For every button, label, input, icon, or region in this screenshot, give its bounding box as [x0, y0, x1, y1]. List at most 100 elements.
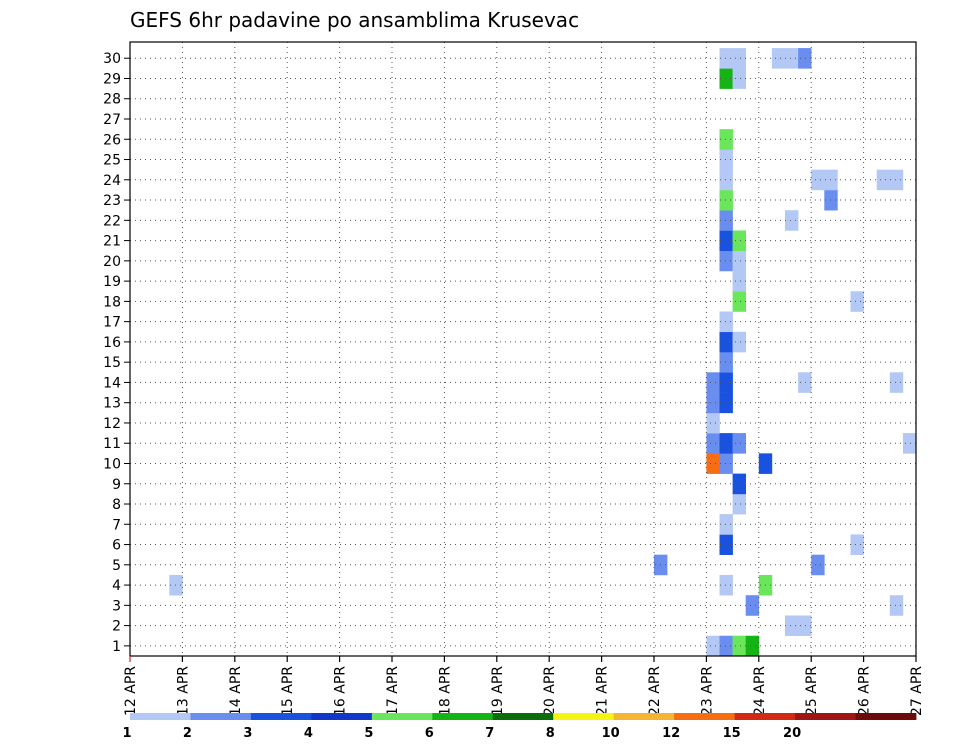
heat-cell [889, 169, 904, 191]
plot-frame [129, 41, 917, 657]
y-tick-label: 23 [103, 193, 121, 209]
chart-title: GEFS 6hr padavine po ansamblima Krusevac [130, 8, 579, 32]
heat-cell [889, 595, 904, 616]
x-tick-label: 19 APR [490, 666, 506, 716]
heat-cell [732, 433, 746, 454]
colorbar-label: 8 [546, 726, 555, 741]
heat-cell [706, 635, 720, 657]
colorbar-swatch [190, 713, 252, 720]
x-tick-label: 20 APR [542, 666, 558, 716]
x-tick-label: 22 APR [647, 666, 663, 716]
heat-cell [798, 372, 812, 393]
heat-cell [785, 48, 799, 69]
x-tick-label: 27 APR [909, 666, 925, 716]
heat-cell [732, 291, 746, 312]
colorbar-label: 20 [783, 726, 801, 741]
heat-cell [719, 230, 733, 252]
heat-cell [719, 453, 733, 474]
y-tick-label: 19 [103, 274, 121, 290]
heat-cell [719, 129, 733, 150]
y-tick-label: 13 [103, 396, 121, 412]
heat-cell [876, 169, 891, 191]
colorbar-label: 12 [662, 726, 680, 741]
colorbar-swatch [734, 713, 796, 720]
heat-cell [706, 392, 720, 414]
colorbar-swatch [371, 713, 433, 720]
x-tick-label: 21 APR [595, 666, 611, 716]
colorbar-swatch [674, 713, 736, 720]
heat-cell [732, 331, 746, 353]
y-tick-label: 18 [103, 294, 121, 310]
y-tick-label: 20 [103, 254, 121, 270]
x-tick-label: 18 APR [437, 666, 453, 716]
colorbar-swatch [311, 713, 373, 720]
heat-cell [811, 554, 825, 576]
heat-cell [706, 433, 720, 454]
colorbar-label: 6 [425, 726, 434, 741]
heat-cell [798, 615, 812, 637]
heat-cell [719, 372, 733, 393]
colorbar-swatch [250, 713, 312, 720]
heat-cell [745, 595, 760, 616]
heat-cell [719, 574, 733, 596]
heat-cell [719, 169, 733, 191]
x-tick-label: 15 APR [280, 666, 296, 716]
colorbar-swatch [553, 713, 615, 720]
y-tick-label: 17 [103, 315, 121, 331]
heat-cell [706, 453, 720, 474]
y-tick-label: 9 [112, 477, 121, 493]
heat-cell [732, 230, 746, 252]
heat-cell [719, 352, 733, 373]
heat-cell [732, 493, 746, 515]
y-axis: 1234567891011121314151617181920212223242… [103, 51, 130, 655]
x-tick-label: 23 APR [699, 666, 715, 716]
heat-cell [732, 250, 746, 272]
x-tick-label: 12 APR [123, 666, 139, 716]
heat-cell [706, 372, 720, 393]
heat-cell [850, 534, 864, 555]
colorbar-label: 5 [364, 726, 373, 741]
heat-cell [889, 372, 904, 393]
heat-cell [719, 331, 733, 353]
heat-cell [719, 635, 733, 657]
colorbar-swatch [492, 713, 554, 720]
x-tick-label: 17 APR [385, 666, 401, 716]
y-tick-label: 6 [112, 538, 121, 554]
colorbar-swatch [855, 713, 917, 720]
y-tick-label: 28 [103, 92, 121, 108]
y-tick-label: 8 [112, 497, 121, 513]
y-tick-label: 22 [103, 213, 121, 229]
heat-cell [785, 210, 799, 231]
heat-cell [719, 149, 733, 170]
colorbar-label: 7 [485, 726, 494, 741]
heat-cell [719, 189, 733, 211]
colorbar-swatch [432, 713, 494, 720]
colorbar-label: 3 [243, 726, 252, 741]
y-tick-label: 21 [103, 234, 121, 250]
heat-cell [732, 270, 746, 292]
y-tick-label: 30 [103, 51, 121, 67]
heat-cell [732, 473, 746, 495]
heat-cell [719, 250, 733, 272]
y-tick-label: 11 [103, 436, 121, 452]
heat-cell [850, 291, 864, 312]
y-tick-label: 29 [103, 71, 121, 87]
colorbar: 1 2 3 4 5 6 7 8 10 12 15 20 [122, 713, 917, 741]
grid-layer [130, 42, 916, 656]
y-tick-label: 14 [103, 375, 121, 391]
y-tick-label: 27 [103, 112, 121, 128]
x-tick-label: 14 APR [228, 666, 244, 716]
heat-cell [798, 48, 812, 69]
heat-cell [732, 635, 746, 657]
y-tick-label: 5 [112, 558, 121, 574]
heat-cell [719, 392, 733, 414]
x-tick-label: 25 APR [804, 666, 820, 716]
heat-cell [732, 48, 746, 69]
heat-cell [732, 68, 746, 89]
y-tick-label: 4 [112, 578, 121, 594]
y-tick-label: 26 [103, 132, 121, 148]
y-tick-label: 24 [103, 173, 121, 189]
colorbar-label: 15 [723, 726, 741, 741]
